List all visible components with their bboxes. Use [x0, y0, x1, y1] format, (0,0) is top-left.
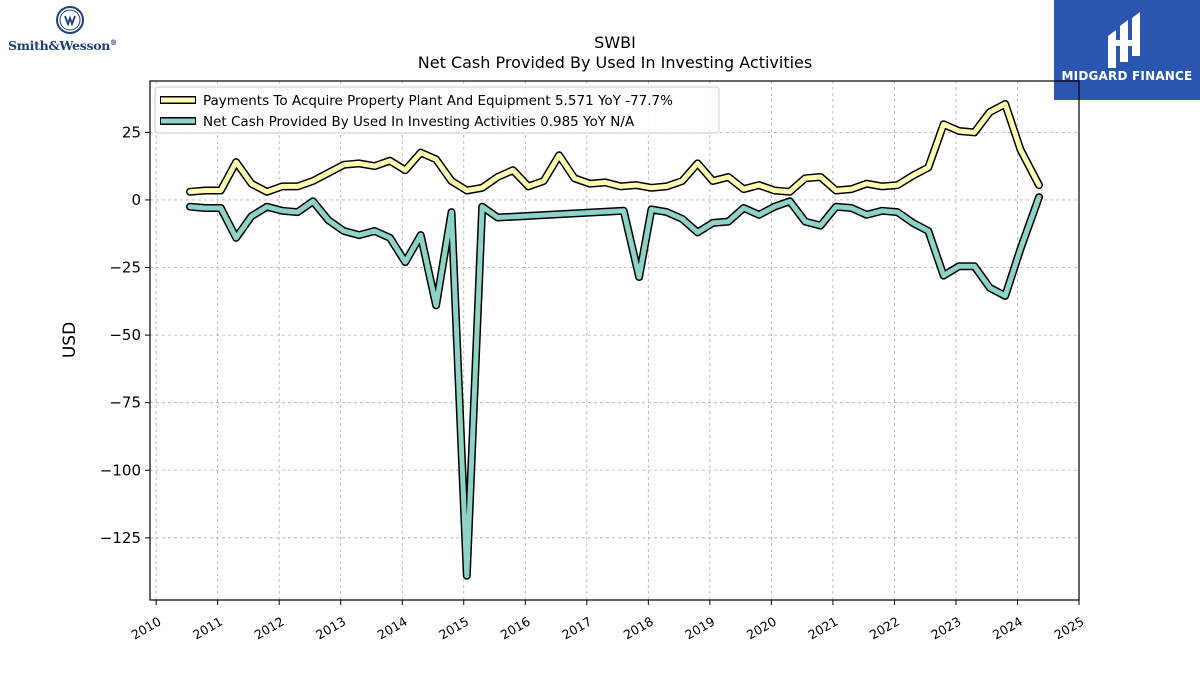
y-tick-label: 25 — [122, 123, 141, 141]
smith-wesson-emblem-icon — [56, 6, 84, 34]
y-tick-label: −100 — [100, 461, 141, 479]
x-tick-label: 2019 — [682, 614, 717, 643]
x-tick-label: 2022 — [867, 614, 902, 643]
x-tick-label: 2024 — [990, 614, 1025, 643]
registered-mark: ® — [110, 38, 117, 47]
x-tick-label: 2018 — [621, 614, 656, 643]
smith-wesson-name: Smith&Wesson — [8, 38, 111, 54]
chart-title: SWBI — [594, 33, 636, 52]
y-tick-label: −125 — [100, 529, 141, 547]
x-tick-label: 2021 — [805, 614, 840, 643]
y-axis-label: USD — [60, 322, 80, 358]
plot-frame — [149, 80, 1080, 601]
smith-wesson-wordmark: Smith&Wesson® — [8, 38, 117, 53]
y-tick-label: 0 — [131, 191, 141, 209]
x-tick-label: 2020 — [744, 614, 779, 643]
series-line-1 — [187, 101, 1042, 195]
y-tick-label: −75 — [109, 394, 141, 412]
legend: Payments To Acquire Property Plant And E… — [154, 86, 720, 134]
midgard-finance-mark-icon — [1108, 12, 1140, 68]
axis-ticks: 2010 2011 2012 2013 2014 2015 2016 2017 2018 2019… — [100, 123, 1087, 642]
x-tick-label: 2017 — [559, 614, 594, 643]
legend-label-2: Net Cash Provided By Used In Investing A… — [203, 114, 635, 130]
x-tick-label: 2011 — [190, 614, 225, 643]
midgard-finance-name: MIDGARD FINANCE — [1061, 69, 1193, 83]
chart-subtitle: Net Cash Provided By Used In Investing A… — [418, 53, 812, 72]
smith-wesson-logo: Smith&Wesson® — [8, 6, 128, 56]
y-tick-label: −50 — [109, 326, 141, 344]
y-tick-label: −25 — [109, 259, 141, 277]
series-line-outline-2 — [186, 193, 1043, 580]
x-tick-label: 2012 — [252, 614, 287, 643]
midgard-finance-logo: MIDGARD FINANCE — [1054, 0, 1200, 100]
x-tick-label: 2023 — [928, 614, 963, 643]
series-layer — [186, 100, 1043, 580]
x-tick-label: 2013 — [313, 614, 348, 643]
x-tick-label: 2015 — [436, 614, 471, 643]
x-tick-label: 2014 — [375, 614, 410, 643]
legend-box — [154, 86, 720, 134]
grid — [150, 81, 1080, 600]
x-tick-label: 2025 — [1051, 614, 1086, 643]
x-tick-label: 2010 — [129, 614, 164, 643]
legend-label-1: Payments To Acquire Property Plant And E… — [203, 93, 673, 109]
x-tick-label: 2016 — [498, 614, 533, 643]
series-line-2 — [187, 194, 1042, 579]
